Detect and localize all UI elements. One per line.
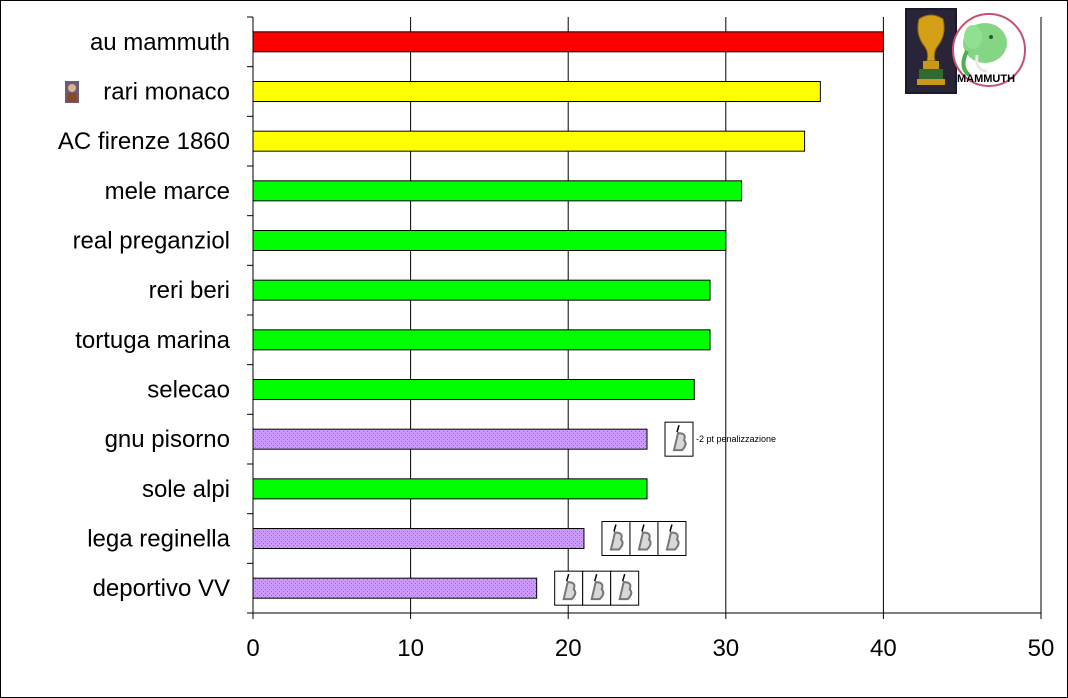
category-label-8: gnu pisorno — [105, 426, 230, 453]
annotations: -2 pt penalizzazione — [696, 434, 776, 444]
penalty-tag-icon — [629, 521, 659, 556]
penalty-tag-icon — [664, 421, 694, 457]
penalty-tag-icon — [601, 521, 631, 556]
penalty-markers — [554, 421, 694, 606]
mammuth-logo: MAMMUTH — [905, 8, 1026, 94]
category-label-0: au mammuth — [90, 29, 230, 56]
logo-text: MAMMUTH — [957, 73, 1015, 85]
category-label-1: rari monaco — [103, 79, 230, 106]
bars — [252, 31, 884, 599]
category-labels: au mammuth rari monaco AC firenze 1860 mele… — [58, 29, 231, 602]
bar-1 — [252, 81, 821, 102]
annotation-0: -2 pt penalizzazione — [696, 434, 776, 444]
bar-10 — [252, 528, 585, 549]
bar-4 — [252, 230, 727, 251]
category-label-7: selecao — [147, 377, 230, 404]
x-tick-label-1: 10 — [397, 635, 424, 662]
category-label-4: real preganziol — [73, 228, 230, 255]
category-label-5: reri beri — [149, 277, 230, 304]
x-tick-labels: 0 10 20 30 40 50 — [246, 635, 1054, 662]
bar-5 — [252, 279, 711, 301]
gridlines — [410, 17, 1042, 613]
penalty-tag-icon — [610, 570, 640, 606]
x-tick-label-3: 30 — [712, 635, 739, 662]
bar-0 — [252, 31, 884, 53]
bar-2 — [252, 130, 806, 152]
x-tick-label-2: 20 — [555, 635, 582, 662]
category-label-6: tortuga marina — [75, 327, 230, 354]
bar-8 — [252, 428, 648, 450]
penalty-tag-icon — [657, 521, 687, 556]
bar-11 — [252, 577, 538, 599]
category-label-11: deportivo VV — [93, 575, 230, 602]
mammoth-icon — [952, 13, 1026, 87]
bar-6 — [252, 329, 711, 351]
axes — [247, 16, 1042, 619]
bar-3 — [252, 180, 743, 202]
category-label-2: AC firenze 1860 — [58, 128, 230, 155]
bar-9 — [252, 478, 648, 500]
x-tick-label-0: 0 — [246, 635, 259, 662]
penalty-tag-icon — [554, 570, 584, 606]
portrait-icon — [65, 81, 79, 103]
x-tick-label-5: 50 — [1028, 635, 1055, 662]
world-cup-trophy-icon — [905, 8, 957, 94]
bar-7 — [252, 379, 695, 400]
penalty-tag-icon — [582, 570, 612, 606]
category-label-9: sole alpi — [142, 476, 230, 503]
category-label-3: mele marce — [105, 178, 230, 205]
x-tick-label-4: 40 — [870, 635, 897, 662]
category-label-10: lega reginella — [87, 526, 230, 553]
